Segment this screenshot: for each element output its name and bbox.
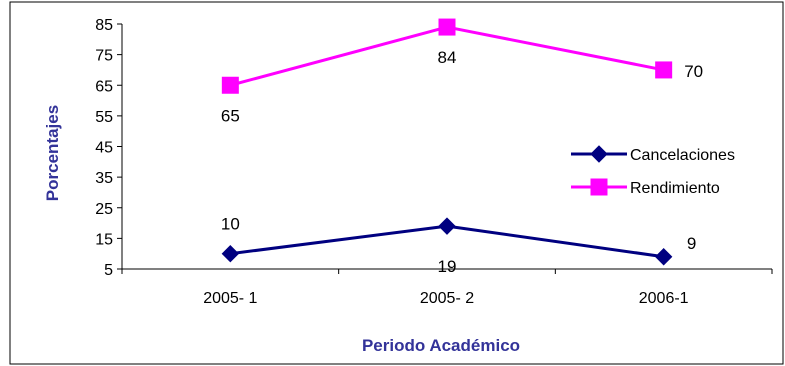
y-tick-label: 65 [95, 78, 113, 95]
legend-marker-cancelaciones [590, 145, 608, 163]
y-tick-label: 25 [95, 201, 113, 218]
data-point-cancelaciones [221, 244, 240, 263]
y-tick-label: 75 [95, 48, 113, 65]
legend-label: Cancelaciones [630, 147, 735, 164]
legend: Cancelaciones Rendimiento [571, 145, 735, 197]
data-label: 19 [438, 257, 457, 276]
data-label: 84 [438, 48, 457, 67]
series-layer [221, 18, 673, 266]
axes: 85 75 65 55 45 35 25 15 5 2005- 1 2005- 2 2006-1 [95, 17, 773, 307]
x-axis-title: Periodo Académico [362, 336, 520, 355]
data-point-rendimiento [655, 61, 673, 79]
data-label: 10 [221, 215, 240, 234]
x-tick-label: 2005- 1 [203, 290, 257, 307]
x-tick-label: 2006-1 [639, 290, 689, 307]
y-tick-label: 5 [104, 262, 113, 279]
data-labels: 10 19 9 65 84 70 [221, 48, 703, 276]
data-label: 9 [687, 234, 696, 253]
y-tick-label: 15 [95, 231, 113, 248]
data-point-rendimiento [438, 18, 456, 36]
legend-marker-rendimiento [590, 178, 608, 196]
data-label: 70 [684, 62, 703, 81]
data-point-cancelaciones [438, 217, 456, 235]
y-axis-title: Porcentajes [43, 105, 62, 201]
data-point-rendimiento [221, 76, 239, 94]
chart-border [9, 1, 784, 365]
x-tick-label: 2005- 2 [420, 290, 474, 307]
data-point-cancelaciones [654, 248, 673, 266]
y-tick-label: 35 [95, 170, 113, 187]
legend-label: Rendimiento [630, 180, 720, 197]
y-tick-label: 85 [95, 17, 113, 34]
data-label: 65 [221, 106, 240, 125]
y-tick-label: 45 [95, 140, 113, 157]
y-tick-label: 55 [95, 109, 113, 126]
